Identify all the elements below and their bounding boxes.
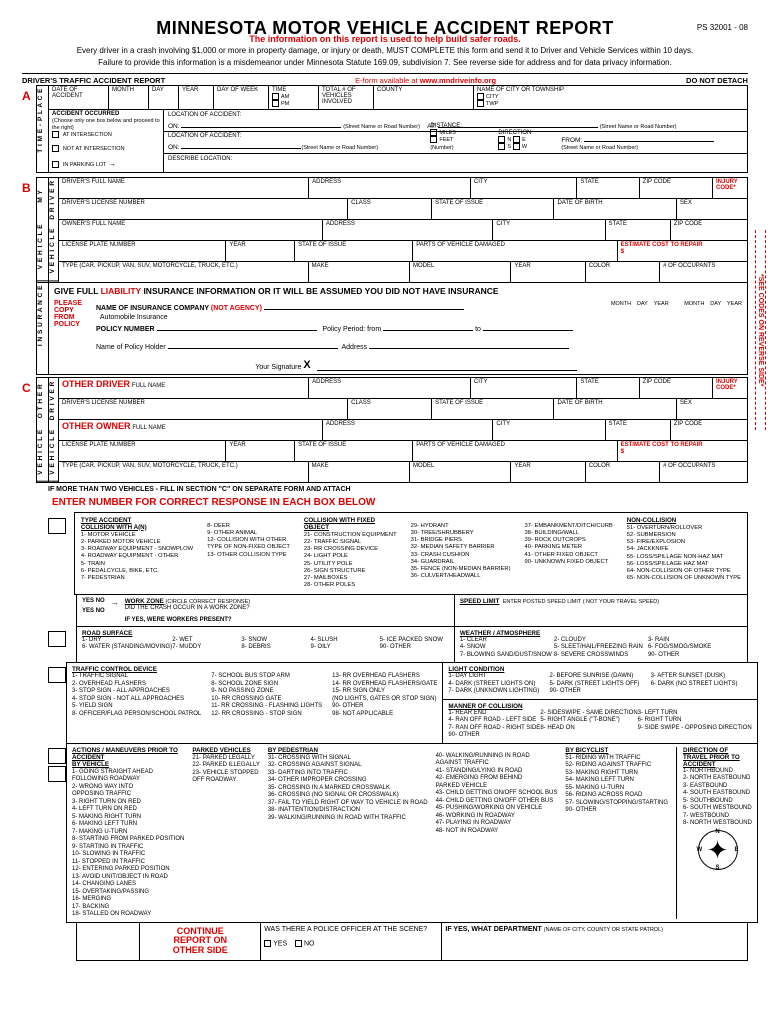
- police-question: WAS THERE A POLICE OFFICER AT THE SCENE?…: [260, 922, 442, 962]
- letter-a: A: [22, 85, 36, 172]
- intro-line-1: Every driver in a crash involving $1,000…: [22, 46, 748, 56]
- letter-b: B: [22, 177, 36, 283]
- road-surface-section: ROAD SURFACE 1- DRY2- WET3- SNOW4- SLUSH…: [76, 626, 455, 664]
- work-zone-section: YES NO YES NO → WORK ZONE (CIRCLE CORREC…: [76, 594, 455, 627]
- section-c-other-vehicle: OTHER DRIVER FULL NAME ADDRESS CITY STAT…: [58, 377, 748, 483]
- side-codes-text: *SEE CODES ON REVERSE SIDE*: [755, 230, 766, 430]
- police-dept: IF YES, WHAT DEPARTMENT (NAME OF CITY, C…: [441, 922, 748, 962]
- actions-section: ACTIONS / MANEUVERS PRIOR TO ACCIDENT BY…: [66, 743, 758, 923]
- manner-section: MANNER OF COLLISION 1- REAR END2- SIDESW…: [442, 699, 757, 744]
- weather-section: WEATHER / ATMOSPHERE 1- CLEAR2- CLOUDY3-…: [454, 626, 748, 664]
- checkbox-not-at-intersection[interactable]: [52, 145, 59, 152]
- checkbox-at-intersection[interactable]: [52, 131, 59, 138]
- compass-icon: EW✦: [698, 830, 738, 870]
- checkbox-parking-lot[interactable]: [52, 161, 59, 168]
- eform-note: E-form available at www.mndriveinfo.org: [355, 76, 496, 85]
- section-header-left: DRIVER'S TRAFFIC ACCIDENT REPORT: [22, 76, 165, 85]
- vlabel-time-place: T I M E - P L A C E: [36, 85, 48, 172]
- letter-c: C: [22, 377, 36, 483]
- more-vehicles-note: IF MORE THAN TWO VEHICLES - FILL IN SECT…: [48, 486, 748, 493]
- actions-box-2[interactable]: [48, 766, 66, 782]
- do-not-detach: DO NOT DETACH: [686, 76, 748, 85]
- continue-box: CONTINUEREPORT ONOTHER SIDE: [139, 922, 261, 962]
- tcd-box[interactable]: [48, 667, 66, 683]
- checkbox-police-yes[interactable]: [264, 940, 271, 947]
- light-section: LIGHT CONDITION 1- DAY LIGHT2- BEFORE SU…: [442, 662, 757, 700]
- checkbox-police-no[interactable]: [295, 940, 302, 947]
- speed-limit-section: SPEED LIMIT ENTER POSTED SPEED LIMIT ( N…: [454, 594, 748, 627]
- road-surface-box[interactable]: [48, 631, 66, 647]
- type-accident-codes: TYPE ACCIDENT COLLISION WITH A(N) 1- MOT…: [74, 512, 748, 595]
- actions-box-1[interactable]: [48, 748, 66, 764]
- tcd-section: TRAFFIC CONTROL DEVICE 1- TRAFFIC SIGNAL…: [66, 662, 443, 744]
- intro-line-2: Failure to provide this information is a…: [22, 58, 748, 68]
- section-b-my-vehicle: DRIVER'S FULL NAME ADDRESS CITY STATE ZI…: [58, 177, 748, 283]
- section-a: DATE OF ACCIDENT MONTH DAY YEAR DAY OF W…: [48, 85, 748, 172]
- insurance-section: GIVE FULL LIABILITY INSURANCE INFORMATIO…: [48, 283, 748, 375]
- codes-header: ENTER NUMBER FOR CORRECT RESPONSE IN EAC…: [48, 493, 748, 512]
- subtitle: The information on this report is used t…: [22, 34, 748, 44]
- type-accident-box[interactable]: [48, 518, 66, 534]
